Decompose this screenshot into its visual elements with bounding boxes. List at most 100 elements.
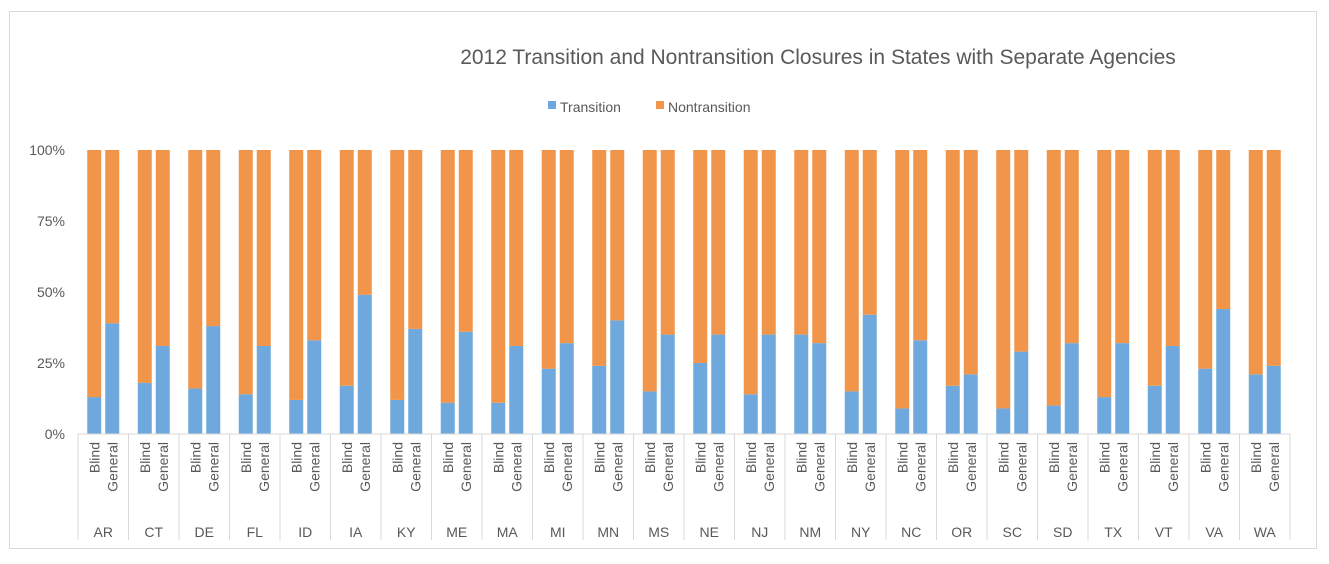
x-subcategory-label: General — [1215, 442, 1231, 492]
bar-transition-blind-ms — [642, 391, 657, 434]
bar-nontransition-general-ky — [408, 150, 423, 329]
x-group-label-ia: IA — [349, 524, 363, 540]
bar-nontransition-blind-nc — [895, 150, 910, 409]
bar-nontransition-blind-ny — [844, 150, 859, 392]
x-subcategory-label: General — [1165, 442, 1181, 492]
bar-transition-blind-wa — [1248, 374, 1263, 434]
x-group-label-ct: CT — [144, 524, 163, 540]
bar-nontransition-general-nc — [913, 150, 928, 341]
x-subcategory-label: Blind — [1147, 442, 1163, 473]
x-subcategory-label: General — [1266, 442, 1282, 492]
x-subcategory-label: Blind — [591, 442, 607, 473]
x-subcategory-label: General — [357, 442, 373, 492]
x-subcategory-label: General — [811, 442, 827, 492]
bar-nontransition-general-ct — [155, 150, 170, 346]
x-group-label-ky: KY — [397, 524, 416, 540]
x-subcategory-label: General — [508, 442, 524, 492]
x-group-label-id: ID — [298, 524, 312, 540]
bar-nontransition-blind-mi — [541, 150, 556, 369]
x-subcategory-label: Blind — [743, 442, 759, 473]
bar-nontransition-blind-wa — [1248, 150, 1263, 375]
x-subcategory-label: General — [155, 442, 171, 492]
bar-transition-general-mn — [610, 320, 625, 434]
bar-transition-general-sd — [1064, 343, 1079, 434]
bar-transition-blind-mn — [592, 365, 607, 434]
bar-transition-blind-nc — [895, 408, 910, 434]
bar-transition-blind-ky — [390, 399, 405, 434]
bar-nontransition-general-me — [458, 150, 473, 332]
x-group-label-ne: NE — [700, 524, 719, 540]
x-subcategory-label: Blind — [137, 442, 153, 473]
bar-transition-blind-fl — [238, 394, 253, 434]
bar-transition-blind-ny — [844, 391, 859, 434]
bar-transition-general-me — [458, 331, 473, 434]
bar-transition-blind-sc — [996, 408, 1011, 434]
bar-nontransition-general-sd — [1064, 150, 1079, 344]
bar-transition-general-vt — [1165, 345, 1180, 434]
y-tick-label: 50% — [37, 284, 65, 300]
bar-transition-general-ia — [357, 294, 372, 434]
legend-swatch-nontransition — [656, 101, 664, 109]
bar-nontransition-general-mn — [610, 150, 625, 321]
bar-nontransition-general-or — [963, 150, 978, 375]
bar-transition-general-nc — [913, 340, 928, 434]
legend: Transition Nontransition — [548, 99, 751, 115]
legend-swatch-transition — [548, 101, 556, 109]
bar-nontransition-blind-fl — [238, 150, 253, 395]
x-group-label-or: OR — [951, 524, 972, 540]
bar-nontransition-blind-ar — [87, 150, 102, 398]
x-subcategory-label: General — [559, 442, 575, 492]
y-tick-label: 100% — [29, 142, 65, 158]
bar-nontransition-blind-ms — [642, 150, 657, 392]
bar-transition-blind-nj — [743, 394, 758, 434]
x-group-label-ma: MA — [497, 524, 519, 540]
chart-title: 2012 Transition and Nontransition Closur… — [460, 46, 1176, 69]
bar-nontransition-blind-ma — [491, 150, 506, 403]
x-subcategory-label: General — [407, 442, 423, 492]
bar-transition-general-ct — [155, 345, 170, 434]
bar-transition-general-ar — [105, 323, 120, 434]
x-group-label-me: ME — [446, 524, 467, 540]
bar-nontransition-general-fl — [256, 150, 271, 346]
bar-nontransition-blind-ct — [137, 150, 152, 383]
x-group-label-nj: NJ — [751, 524, 768, 540]
bar-nontransition-blind-mn — [592, 150, 607, 366]
x-subcategory-label: Blind — [86, 442, 102, 473]
x-subcategory-label: General — [660, 442, 676, 492]
x-subcategory-label: Blind — [238, 442, 254, 473]
bar-transition-general-ky — [408, 328, 423, 434]
x-subcategory-label: Blind — [440, 442, 456, 473]
bar-nontransition-general-de — [206, 150, 221, 327]
bar-nontransition-general-id — [307, 150, 322, 341]
bar-nontransition-general-ar — [105, 150, 120, 324]
bar-transition-general-ms — [660, 334, 675, 434]
bar-nontransition-blind-ne — [693, 150, 708, 363]
x-subcategory-label: Blind — [1096, 442, 1112, 473]
x-subcategory-label: Blind — [894, 442, 910, 473]
x-group-label-de: DE — [195, 524, 214, 540]
bar-transition-blind-ia — [339, 385, 354, 434]
x-subcategory-label: Blind — [642, 442, 658, 473]
bar-transition-blind-mi — [541, 368, 556, 434]
bar-nontransition-blind-me — [440, 150, 455, 403]
x-subcategory-label: General — [104, 442, 120, 492]
x-subcategory-label: General — [458, 442, 474, 492]
bar-nontransition-general-va — [1216, 150, 1231, 310]
bar-nontransition-blind-vt — [1147, 150, 1162, 386]
x-subcategory-label: Blind — [945, 442, 961, 473]
x-group-label-ny: NY — [851, 524, 871, 540]
bar-transition-blind-or — [945, 385, 960, 434]
bar-transition-general-ne — [711, 334, 726, 434]
x-subcategory-label: Blind — [692, 442, 708, 473]
x-group-label-va: VA — [1205, 524, 1223, 540]
bar-transition-blind-id — [289, 399, 304, 434]
x-subcategory-label: General — [205, 442, 221, 492]
bar-transition-blind-vt — [1147, 385, 1162, 434]
x-subcategory-label: Blind — [844, 442, 860, 473]
bar-nontransition-general-nm — [812, 150, 827, 344]
x-group-label-mi: MI — [550, 524, 566, 540]
bar-nontransition-blind-ia — [339, 150, 354, 386]
bars — [87, 150, 1281, 434]
